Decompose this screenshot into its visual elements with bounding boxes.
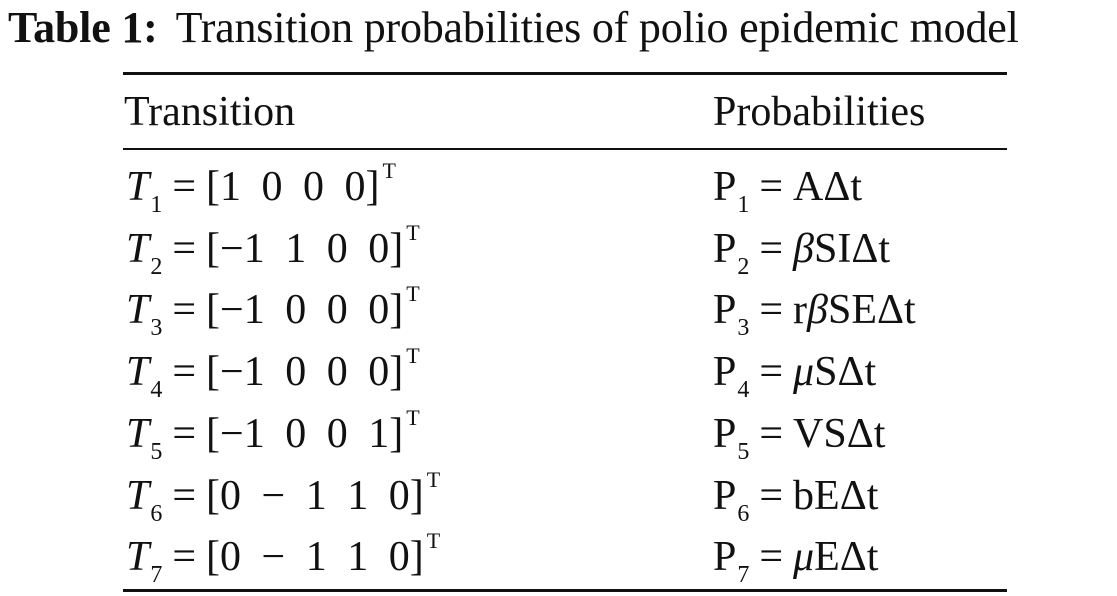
bottom-rule	[123, 589, 1007, 592]
probability-cell: P6 = bEΔt	[713, 467, 878, 531]
table-row: T2 = [−1 1 0 0] T P2 = βSIΔt	[0, 220, 1117, 280]
probability-subscript: 4	[737, 377, 750, 404]
probability-subscript: 1	[737, 192, 750, 218]
table-caption-text: Transition probabilities of polio epidem…	[175, 3, 1019, 52]
transition-subscript: 1	[150, 192, 163, 218]
equals-sign: =	[759, 164, 784, 210]
transpose-superscript: T	[406, 404, 420, 430]
probability-expression: AΔt	[793, 164, 863, 210]
probability-cell: P5 = VSΔt	[713, 405, 885, 469]
probability-cell: P2 = βSIΔt	[713, 220, 890, 284]
equals-sign: =	[172, 164, 197, 210]
transition-subscript: 6	[150, 500, 163, 527]
probability-expression: SIΔt	[813, 225, 890, 272]
transition-vector: [−1 0 0 0]	[206, 349, 404, 396]
transpose-superscript: T	[426, 466, 441, 492]
table-row: T4 = [−1 0 0 0] T P4 = μSΔt	[0, 343, 1117, 403]
transition-symbol: T2	[126, 225, 163, 280]
transition-subscript: 5	[150, 438, 163, 465]
table-row: T7 = [0 − 1 1 0] T P7 = μEΔt	[0, 528, 1117, 588]
transpose-superscript: T	[406, 281, 420, 307]
table-caption-label: Table 1:	[8, 3, 158, 52]
column-header-probabilities: Probabilities	[713, 89, 926, 135]
probability-expression: bEΔt	[793, 472, 879, 519]
equals-sign: =	[759, 472, 784, 519]
column-header-transition: Transition	[124, 89, 296, 135]
transition-vector: [0 − 1 1 0]	[206, 534, 424, 581]
probability-symbol: P	[713, 349, 737, 396]
transition-cell: T3 = [−1 0 0 0] T	[126, 281, 420, 345]
table-caption: Table 1: Transition probabilities of poli…	[8, 0, 1116, 56]
probability-prefix: r	[793, 287, 808, 334]
transition-cell: T5 = [−1 0 0 1] T	[126, 405, 420, 469]
probability-expression: SΔt	[814, 349, 877, 396]
probability-expression: VSΔt	[793, 410, 886, 457]
probability-greek: β	[793, 225, 814, 272]
transition-symbol: T4	[126, 349, 163, 404]
probability-symbol: P	[713, 534, 737, 581]
equals-sign: =	[172, 410, 197, 457]
table-row: T3 = [−1 0 0 0] T P3 = rβSEΔt	[0, 281, 1117, 341]
transition-symbol: T1	[126, 164, 163, 218]
equals-sign: =	[172, 287, 197, 334]
transition-symbol: T7	[126, 534, 163, 589]
transition-symbol: T6	[126, 472, 163, 527]
probability-symbol: P	[713, 472, 737, 519]
probability-subscript: 2	[737, 253, 750, 280]
transition-cell: T4 = [−1 0 0 0] T	[126, 343, 420, 407]
equals-sign: =	[759, 287, 784, 334]
probability-symbol: P	[713, 287, 737, 334]
transition-cell: T2 = [−1 1 0 0] T	[126, 220, 420, 284]
probability-expression: SEΔt	[827, 287, 916, 334]
table-row: T1 = [1 0 0 0] T P1 = AΔt	[0, 158, 1117, 218]
probability-greek: μ	[793, 349, 815, 396]
equals-sign: =	[759, 534, 784, 581]
table-row: T5 = [−1 0 0 1] T P5 = VSΔt	[0, 405, 1117, 465]
probability-symbol: P	[713, 410, 737, 457]
transpose-superscript: T	[406, 219, 420, 245]
transpose-superscript: T	[426, 528, 441, 554]
equals-sign: =	[172, 472, 197, 519]
equals-sign: =	[759, 225, 784, 272]
header-rule	[123, 148, 1007, 150]
probability-symbol: P	[713, 225, 737, 272]
probability-cell: P4 = μSΔt	[713, 343, 876, 407]
transition-symbol: T5	[126, 410, 163, 465]
top-rule	[123, 72, 1007, 75]
equals-sign: =	[759, 410, 784, 457]
probability-expression: EΔt	[814, 534, 879, 581]
probability-cell: P3 = rβSEΔt	[713, 281, 916, 345]
transition-subscript: 2	[150, 253, 163, 280]
transition-vector: [−1 0 0 1]	[206, 410, 404, 457]
transpose-superscript: T	[382, 158, 396, 183]
transition-vector: [−1 0 0 0]	[206, 287, 404, 334]
equals-sign: =	[172, 534, 197, 581]
probability-subscript: 6	[737, 500, 750, 527]
probability-subscript: 3	[737, 315, 750, 342]
transition-vector: [−1 1 0 0]	[206, 225, 404, 272]
probability-greek: μ	[793, 534, 815, 581]
transition-vector: [0 − 1 1 0]	[206, 472, 424, 519]
transition-cell: T1 = [1 0 0 0] T	[126, 158, 396, 222]
equals-sign: =	[172, 225, 197, 272]
table-row: T6 = [0 − 1 1 0] T P6 = bEΔt	[0, 467, 1117, 527]
probability-symbol: P	[713, 164, 737, 210]
transition-cell: T7 = [0 − 1 1 0] T	[126, 528, 440, 592]
equals-sign: =	[172, 349, 197, 396]
equals-sign: =	[759, 349, 784, 396]
transition-subscript: 3	[150, 315, 163, 342]
probability-subscript: 7	[737, 562, 750, 589]
probability-cell: P7 = μEΔt	[713, 528, 878, 592]
probability-greek: β	[807, 287, 828, 334]
transition-vector: [1 0 0 0]	[206, 164, 380, 210]
transition-subscript: 4	[150, 377, 163, 404]
probability-subscript: 5	[737, 438, 750, 465]
probability-cell: P1 = AΔt	[713, 158, 862, 222]
transition-cell: T6 = [0 − 1 1 0] T	[126, 467, 440, 531]
transition-symbol: T3	[126, 287, 163, 342]
transition-subscript: 7	[150, 562, 163, 589]
transpose-superscript: T	[406, 343, 420, 369]
